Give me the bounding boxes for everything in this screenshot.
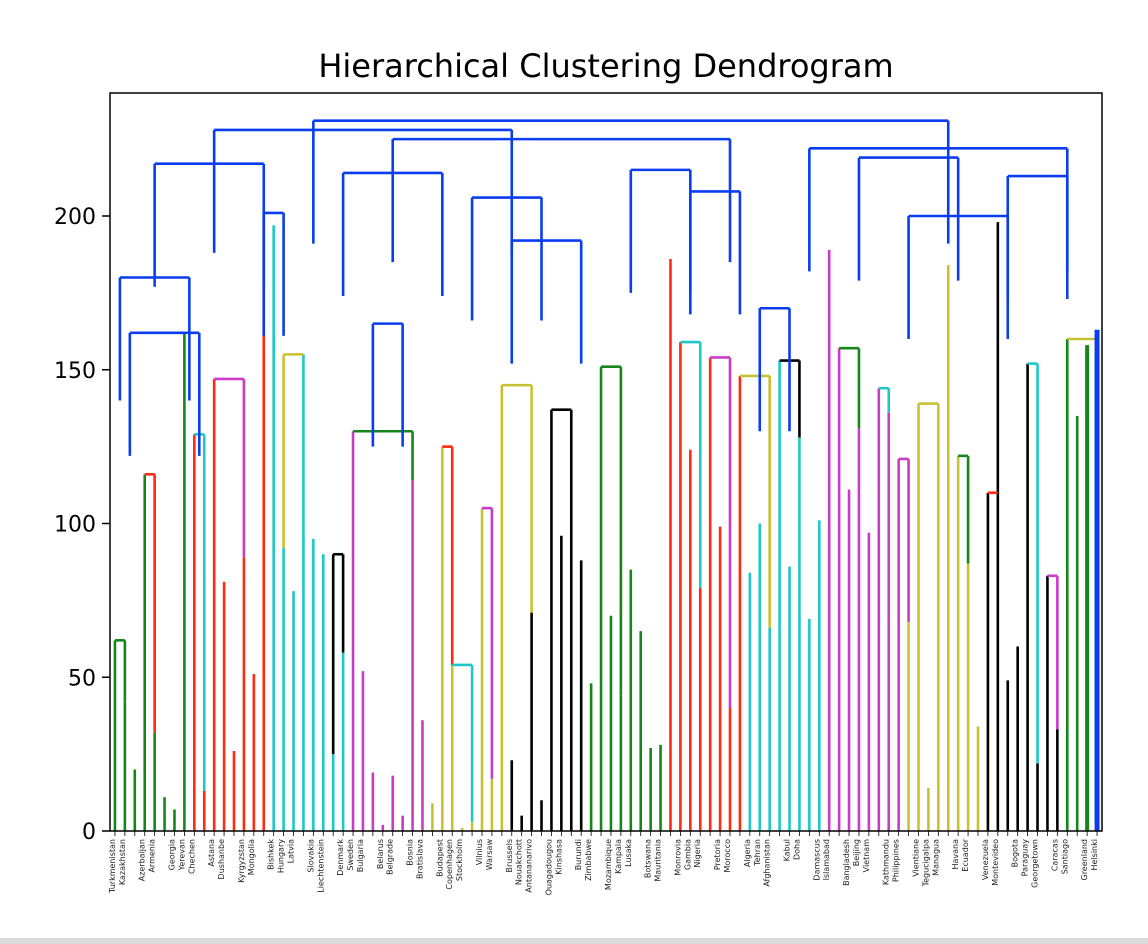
leaf-label: Kathmandu [882, 839, 891, 885]
leaf-label: Algeria [743, 839, 752, 867]
leaf-label: Tegucigalpa [921, 839, 930, 888]
leaf-label: Vilnius [475, 839, 484, 865]
leaf-label: Georgia [167, 839, 176, 870]
leaf-label: Morocco [723, 839, 732, 873]
leaf-label: Astana [207, 839, 216, 867]
leaf-label: Botswana [644, 839, 653, 878]
leaf-label: Kazakhstan [118, 839, 127, 885]
leaf-label: Liechtenstein [316, 839, 325, 893]
leaf-label: Mozambique [604, 839, 613, 890]
leaf-label: Beijing [852, 839, 861, 866]
leaf-label: Stockholm [455, 839, 464, 881]
y-tick-label: 200 [54, 205, 96, 230]
leaf-label: Belgrade [386, 839, 395, 875]
leaf-label: Denmark [336, 839, 345, 876]
plot-frame [109, 92, 1103, 832]
leaf-label: Georgetown [1031, 839, 1040, 888]
leaf-label: Vientiane [911, 839, 920, 877]
leaf-label: Kyrgyzstan [237, 839, 246, 883]
leaf-label: Sweden [346, 839, 355, 871]
leaf-label: Belarus [376, 839, 385, 869]
leaf-label: Bulgaria [356, 839, 365, 872]
leaf-label: Lusaka [624, 839, 633, 867]
leaf-label: Greenland [1080, 839, 1089, 881]
bottom-strip [0, 938, 1148, 944]
leaf-label: Tehran [753, 839, 762, 867]
leaf-labels: Turkmenistan Kazakhstan Azerbaijan Armenia G… [108, 831, 1099, 895]
leaf-label: Warsaw [485, 839, 494, 871]
leaf-label: Damascus [812, 839, 821, 881]
leaf-label: Vietnam [862, 839, 871, 873]
leaf-label: Caracas [1050, 839, 1059, 871]
y-tick-label: 0 [82, 820, 96, 845]
leaf-label: Ecuador [961, 838, 970, 871]
leaf-label: Mongolia [247, 839, 256, 875]
leaf-label: Montevideo [991, 839, 1000, 886]
leaf-label: Doha [792, 839, 801, 860]
leaf-label: Burundi [574, 839, 583, 870]
leaf-label: Helsinki [1090, 839, 1099, 870]
leaf-label: Bosnia [406, 839, 415, 866]
leaf-label: Santiago [1060, 839, 1069, 874]
leaf-label: Bangladesh [842, 839, 851, 886]
leaf-label: Mauritania [654, 839, 663, 882]
y-tick-label: 50 [68, 666, 96, 691]
leaf-label: Bogota [1011, 839, 1020, 867]
leaf-label: Slovakia [306, 839, 315, 873]
leaf-label: Gambia [683, 839, 692, 870]
leaf-label: Chechen [187, 839, 196, 874]
leaf-label: Paraguay [1021, 839, 1030, 877]
leaf-label: Managua [931, 839, 940, 876]
leaf-label: Pretoria [713, 839, 722, 870]
leaf-label: Hungary [277, 839, 286, 873]
y-tick-label: 150 [54, 359, 96, 384]
leaf-label: Nigeria [693, 839, 702, 868]
leaf-label: Philippines [892, 839, 901, 882]
leaf-label: Kabul [783, 839, 792, 861]
leaf-label: Kampala [614, 839, 623, 874]
leaf-label: Armenia [148, 839, 157, 873]
leaf-label: Havana [951, 839, 960, 870]
leaf-label: Afghanistan [763, 839, 772, 887]
leaf-label: Turkmenistan [108, 839, 117, 894]
leaf-label: Ouagadougou [544, 839, 553, 895]
leaf-label: Copenhagen [445, 839, 454, 890]
leaf-label: Brussels [505, 839, 514, 873]
leaf-label: Budapest [435, 839, 444, 877]
leaf-label: Venezuela [981, 839, 990, 880]
leaf-label: Bishkek [267, 839, 276, 870]
leaf-label: Dushanbe [217, 839, 226, 880]
leaf-label: Azerbaijan [138, 839, 147, 881]
leaf-label: Bratislava [415, 839, 424, 879]
y-axis: 0 50 100 150 200 [54, 205, 110, 845]
leaf-label: Zimbabwe [584, 839, 593, 881]
leaf-label: Kinshasa [554, 839, 563, 875]
y-tick-label: 100 [54, 513, 96, 538]
leaf-label: Antananarivo [525, 839, 534, 893]
leaf-label: Latvia [287, 839, 296, 863]
chart-title: Hierarchical Clustering Dendrogram [318, 47, 893, 85]
leaf-label: Monrovia [673, 839, 682, 876]
dendrogram-links [113, 119, 1100, 831]
leaf-label: Nouakchott [515, 839, 524, 885]
leaf-label: Islamabad [822, 839, 831, 880]
leaf-label: Yerevan [177, 839, 186, 872]
